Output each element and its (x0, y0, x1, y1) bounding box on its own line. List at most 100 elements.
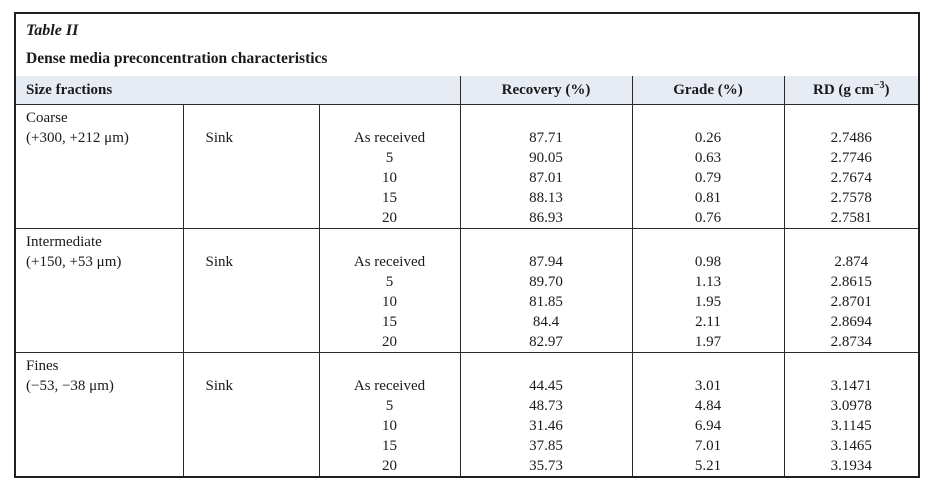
rd-value: 2.8734 (830, 333, 872, 350)
rd-value: 2.8615 (830, 273, 872, 290)
header-rd-suffix: ) (884, 81, 890, 98)
recovery-value: 82.97 (529, 333, 563, 350)
grade-cell: 0.98 1.13 1.95 2.11 1.97 (631, 227, 784, 352)
stream-cell: Sink (182, 351, 319, 477)
condition-value: 5 (385, 273, 394, 290)
rd-value: 2.7674 (830, 169, 872, 186)
recovery-cell: 87.71 90.05 87.01 88.13 86.93 (459, 103, 632, 228)
grade-value: 1.95 (694, 293, 722, 310)
grade-cell: 3.01 4.84 6.94 7.01 5.21 (631, 351, 784, 477)
rd-cell: 2.874 2.8615 2.8701 2.8694 2.8734 (783, 227, 920, 352)
recovery-value: 87.01 (529, 169, 563, 186)
stream-cell: Sink (182, 227, 319, 352)
fraction-cell: Intermediate (+150, +53 μm) (15, 227, 183, 352)
table-row-intermediate: Intermediate (+150, +53 μm) Sink As rece… (15, 227, 920, 352)
fraction-cell: Fines (−53, −38 μm) (15, 351, 183, 477)
header-recovery: Recovery (%) (459, 76, 632, 105)
rd-value: 3.0978 (830, 397, 872, 414)
rd-value: 2.7486 (830, 129, 872, 146)
condition-cell: As received 5 10 15 20 (318, 103, 460, 228)
rd-value: 3.1471 (830, 377, 872, 394)
grade-value: 0.76 (694, 209, 722, 226)
recovery-value: 87.71 (529, 129, 563, 146)
rd-value: 3.1465 (830, 437, 872, 454)
table-title-row: Table II Dense media preconcentration ch… (15, 13, 919, 76)
fraction-size: (−53, −38 μm) (26, 377, 114, 394)
recovery-cell: 87.94 89.70 81.85 84.4 82.97 (459, 227, 632, 352)
rd-value: 2.7746 (830, 149, 872, 166)
recovery-cell: 44.45 48.73 31.46 37.85 35.73 (459, 351, 632, 477)
rd-value: 2.7581 (830, 209, 872, 226)
condition-value: 10 (382, 417, 397, 434)
fraction-name: Fines (26, 357, 59, 374)
stream-label: Sink (205, 253, 234, 270)
header-grade: Grade (%) (631, 76, 784, 105)
recovery-value: 90.05 (529, 149, 563, 166)
rd-value: 2.8694 (830, 313, 872, 330)
recovery-value: 84.4 (532, 313, 560, 330)
grade-value: 1.13 (694, 273, 722, 290)
grade-value: 5.21 (694, 457, 722, 474)
grade-value: 2.11 (695, 313, 721, 330)
grade-value: 7.01 (694, 437, 722, 454)
recovery-value: 88.13 (529, 189, 563, 206)
rd-cell: 3.1471 3.0978 3.1145 3.1465 3.1934 (783, 351, 920, 477)
condition-value: 10 (382, 169, 397, 186)
recovery-value: 35.73 (529, 457, 563, 474)
condition-value: As received (353, 377, 426, 394)
recovery-value: 89.70 (529, 273, 563, 290)
rd-value: 2.8701 (830, 293, 872, 310)
grade-value: 0.63 (694, 149, 722, 166)
fraction-name: Intermediate (26, 233, 102, 250)
grade-value: 3.01 (694, 377, 722, 394)
grade-value: 0.98 (694, 253, 722, 270)
condition-value: 10 (382, 293, 397, 310)
grade-value: 0.79 (694, 169, 722, 186)
rd-value: 3.1934 (830, 457, 872, 474)
grade-value: 1.97 (694, 333, 722, 350)
grade-value: 0.26 (694, 129, 722, 146)
table-title-cell: Table II Dense media preconcentration ch… (15, 13, 919, 76)
stream-label: Sink (205, 377, 234, 394)
condition-value: 5 (385, 149, 394, 166)
table-caption: Dense media preconcentration characteris… (26, 50, 328, 67)
header-rd-prefix: RD (g cm (813, 81, 874, 98)
dense-media-table: Table II Dense media preconcentration ch… (14, 12, 921, 478)
condition-cell: As received 5 10 15 20 (318, 227, 460, 352)
recovery-value: 81.85 (529, 293, 563, 310)
condition-value: 15 (382, 437, 397, 454)
stream-label: Sink (205, 129, 234, 146)
grade-value: 6.94 (694, 417, 722, 434)
condition-value: 15 (382, 189, 397, 206)
rd-cell: 2.7486 2.7746 2.7674 2.7578 2.7581 (783, 103, 920, 228)
recovery-value: 44.45 (529, 377, 563, 394)
column-header-row: Size fractions Recovery (%) Grade (%) RD… (15, 76, 920, 105)
table-container: Table II Dense media preconcentration ch… (14, 12, 921, 478)
condition-value: As received (353, 253, 426, 270)
table-number: Table II (26, 22, 79, 39)
recovery-value: 86.93 (529, 209, 563, 226)
condition-value: 5 (385, 397, 394, 414)
table-row-coarse: Coarse (+300, +212 μm) Sink As received … (15, 103, 920, 228)
condition-cell: As received 5 10 15 20 (318, 351, 460, 477)
rd-value: 2.874 (834, 253, 869, 270)
table-row-fines: Fines (−53, −38 μm) Sink As received 5 1… (15, 351, 920, 477)
fraction-name: Coarse (26, 109, 68, 126)
fraction-size: (+300, +212 μm) (26, 129, 129, 146)
rd-value: 2.7578 (830, 189, 872, 206)
fraction-cell: Coarse (+300, +212 μm) (15, 103, 183, 228)
recovery-value: 87.94 (529, 253, 563, 270)
rd-value: 3.1145 (830, 417, 872, 434)
grade-value: 0.81 (694, 189, 722, 206)
recovery-value: 48.73 (529, 397, 563, 414)
header-size-fractions: Size fractions (15, 76, 460, 105)
fraction-size: (+150, +53 μm) (26, 253, 122, 270)
grade-cell: 0.26 0.63 0.79 0.81 0.76 (631, 103, 784, 228)
condition-value: 20 (382, 457, 397, 474)
header-rd-exponent: −3 (873, 79, 885, 91)
condition-value: 15 (382, 313, 397, 330)
recovery-value: 31.46 (529, 417, 563, 434)
stream-cell: Sink (182, 103, 319, 228)
condition-value: 20 (382, 209, 397, 226)
grade-value: 4.84 (694, 397, 722, 414)
